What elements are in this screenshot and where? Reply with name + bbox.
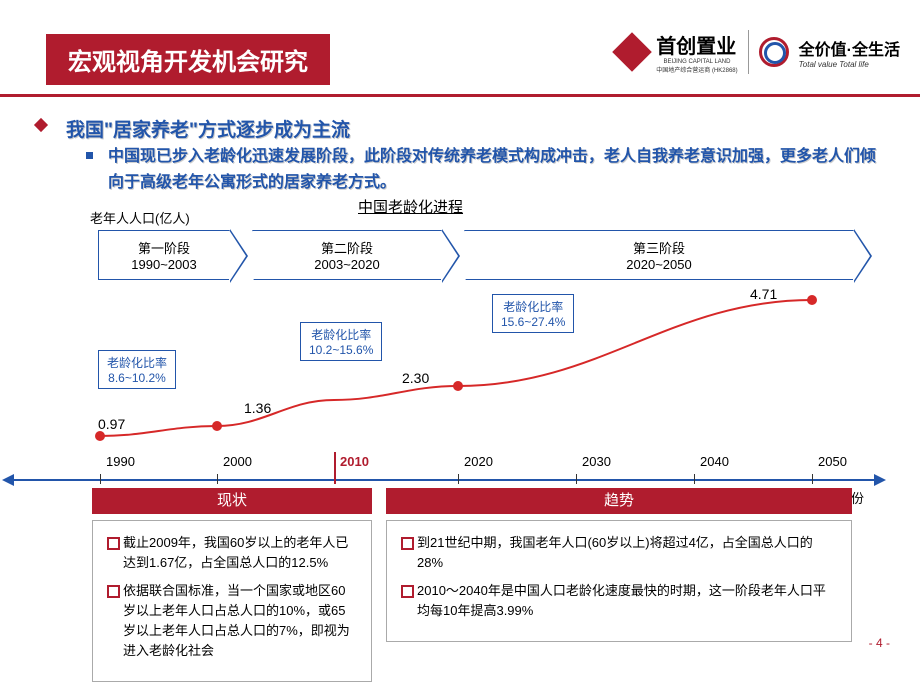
data-point-label: 4.71 [750, 286, 777, 302]
axis-tick [217, 474, 218, 484]
tick-label: 2010 [340, 454, 369, 469]
axis-tick [576, 474, 577, 484]
header: 宏观视角开发机会研究 首创置业 BEIJING CAPITAL LAND 中国地… [0, 0, 920, 90]
header-rule [0, 94, 920, 97]
tick-label: 2040 [700, 454, 729, 469]
data-point-label: 1.36 [244, 400, 271, 416]
data-point-label: 0.97 [98, 416, 125, 432]
ratio-box: 老龄化比率8.6~10.2% [98, 350, 176, 389]
divider [748, 30, 749, 74]
status-box-right: 到21世纪中期，我国老年人口(60岁以上)将超过4亿，占全国总人口的28% 201… [386, 520, 852, 642]
phase-box: 第三阶段2020~2050 [464, 230, 854, 280]
logo2-en: Total value Total life [799, 60, 900, 69]
status-box-left: 截止2009年，我国60岁以上的老年人已达到1.67亿，占全国总人口的12.5%… [92, 520, 372, 682]
axis-tick [458, 474, 459, 484]
highlight-line [334, 452, 336, 484]
aging-chart: 1990 2000 2010 2020 2030 2040 2050 第一阶段1990~20… [4, 220, 884, 500]
bullet-square-icon [86, 152, 93, 159]
phase-box: 第一阶段1990~2003 [98, 230, 230, 280]
tick-label: 2050 [818, 454, 847, 469]
x-axis [4, 479, 884, 481]
trend-item: 到21世纪中期，我国老年人口(60岁以上)将超过4亿，占全国总人口的28% [401, 533, 837, 573]
page-title-banner: 宏观视角开发机会研究 [46, 34, 330, 85]
status-bar-left: 现状 [92, 488, 372, 514]
ratio-box: 老龄化比率10.2~15.6% [300, 322, 382, 361]
tick-label: 2030 [582, 454, 611, 469]
logo1-name: 首创置业 [656, 30, 737, 59]
trend-item: 2010～2040年是中国人口老龄化速度最快的时期，这一阶段老年人口平均每10年… [401, 581, 837, 621]
diamond-icon [612, 32, 652, 72]
data-point-label: 2.30 [402, 370, 429, 386]
axis-tick [812, 474, 813, 484]
page-number: - 4 - [869, 636, 890, 650]
tick-label: 2000 [223, 454, 252, 469]
ratio-box: 老龄化比率15.6~27.4% [492, 294, 574, 333]
heading-1: 我国"居家养老"方式逐步成为主流 [66, 115, 350, 142]
logo1-sub: 中国地产综合营运商 (HK2868) [656, 65, 737, 74]
chart-title: 中国老龄化进程 [358, 196, 463, 217]
tick-label: 2020 [464, 454, 493, 469]
circle-icon [759, 37, 789, 67]
axis-tick [694, 474, 695, 484]
bullet-diamond-icon [34, 118, 48, 132]
status-bar-right: 趋势 [386, 488, 852, 514]
heading-2: 中国现已步入老龄化迅速发展阶段，此阶段对传统养老模式构成冲击，老人自我养老意识加… [108, 144, 878, 196]
axis-tick [100, 474, 101, 484]
logo-group: 首创置业 BEIJING CAPITAL LAND 中国地产综合营运商 (HK2… [618, 30, 900, 74]
status-item: 截止2009年，我国60岁以上的老年人已达到1.67亿，占全国总人口的12.5% [107, 533, 357, 573]
tick-label: 1990 [106, 454, 135, 469]
logo2-name: 全价值·全生活 [799, 36, 900, 60]
status-item: 依据联合国标准，当一个国家或地区60岁以上老年人口占总人口的10%，或65岁以上… [107, 581, 357, 661]
phase-box: 第二阶段2003~2020 [252, 230, 442, 280]
